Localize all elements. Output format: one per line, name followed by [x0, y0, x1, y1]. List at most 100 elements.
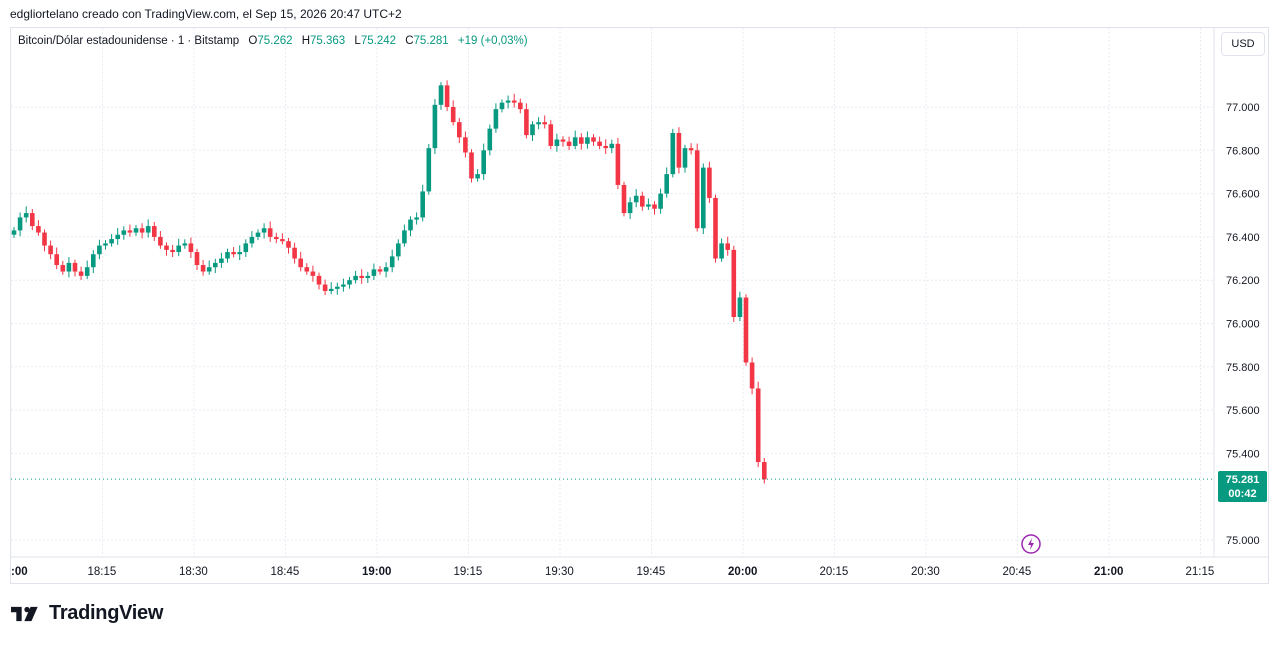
chart-caption: edgliortelano creado con TradingView.com…: [10, 7, 402, 21]
candle-body: [115, 234, 120, 240]
candle-body: [377, 269, 383, 272]
candle-body: [481, 150, 486, 175]
candle-body: [286, 241, 291, 248]
candle-body: [609, 143, 615, 149]
candle-body: [646, 204, 651, 207]
price-axis-label: 76.000: [1226, 319, 1260, 331]
candle-body: [103, 243, 108, 246]
candle-body: [261, 228, 267, 233]
low-value: 75.242: [360, 35, 397, 47]
close-label: C: [405, 35, 414, 47]
candle-body: [670, 132, 676, 175]
candle-body: [200, 265, 206, 272]
candle-body: [511, 100, 517, 103]
candle-body: [450, 107, 456, 123]
tradingview-wordmark: TradingView: [49, 602, 164, 624]
candle-body: [182, 243, 188, 246]
high-label: H: [301, 35, 311, 47]
high-value: 75.363: [310, 35, 346, 47]
lightning-glyph: [1028, 538, 1034, 550]
candle-body: [633, 195, 639, 203]
candle-body: [341, 284, 346, 287]
candle-body: [219, 258, 224, 263]
candle-body: [383, 267, 389, 272]
price-axis-label: 75.400: [1226, 448, 1260, 460]
candle-body: [572, 137, 578, 146]
candle-body: [298, 258, 303, 268]
candle-body: [267, 228, 273, 237]
open-label: O: [248, 35, 258, 47]
candle-body: [396, 243, 401, 257]
open-value: 75.262: [257, 35, 293, 47]
candle-body: [713, 197, 718, 259]
candle-body: [188, 243, 194, 253]
candle-body: [152, 226, 157, 237]
candle-body: [579, 137, 584, 144]
candle-body: [127, 230, 133, 233]
price-axis-label: 77.000: [1226, 102, 1260, 114]
last-price-tag: 75.281 00:42: [1218, 471, 1267, 502]
candle-body: [316, 275, 322, 285]
candle-body: [54, 254, 59, 266]
candle-body: [274, 236, 279, 240]
currency-button[interactable]: USD: [1221, 32, 1265, 56]
candle-body: [701, 167, 706, 229]
change-value: +19 (+0,03%): [457, 35, 528, 47]
candle-body: [566, 141, 572, 146]
candle-body: [536, 122, 541, 125]
candle-body: [213, 262, 218, 268]
candle-body: [322, 284, 328, 292]
candle-body: [414, 217, 419, 220]
time-axis-label: 18:30: [179, 566, 208, 578]
candle-body: [11, 230, 17, 235]
candle-body: [158, 236, 163, 246]
candle-body: [627, 202, 633, 214]
candle-body: [304, 267, 310, 272]
candle-body: [640, 195, 645, 207]
candle-body: [48, 245, 53, 255]
candle-body: [603, 145, 608, 149]
candle-body: [426, 148, 432, 192]
candle-body: [225, 252, 230, 259]
time-axis-label: 19:15: [454, 566, 483, 578]
time-axis-label: 20:45: [1003, 566, 1032, 578]
tradingview-logo[interactable]: TradingView: [11, 602, 163, 625]
candle-body: [591, 137, 596, 142]
candle-body: [17, 217, 23, 231]
time-axis-label: 19:30: [545, 566, 574, 578]
time-axis-label: 20:15: [820, 566, 849, 578]
tradingview-logo-icon: [11, 606, 38, 621]
candle-body: [91, 254, 96, 268]
candle-body: [255, 232, 261, 237]
candle-body: [463, 137, 468, 153]
candle-body: [731, 249, 737, 318]
candle-body: [359, 275, 364, 279]
candle-body: [743, 297, 749, 363]
candle-body: [524, 109, 529, 136]
symbol-legend: Bitcoin/Dólar estadounidense · 1 · Bitst…: [18, 35, 528, 47]
candle-body: [408, 219, 413, 231]
close-value: 75.281: [413, 35, 449, 47]
candle-body: [499, 102, 505, 110]
price-axis-label: 75.800: [1226, 362, 1260, 374]
price-axis-label: 75.600: [1226, 405, 1260, 417]
price-axis-label: 75.000: [1226, 535, 1260, 547]
candle-body: [475, 174, 480, 179]
low-label: L: [354, 35, 361, 47]
candle-body: [78, 271, 84, 276]
symbol-name[interactable]: Bitcoin/Dólar estadounidense · 1 · Bitst…: [18, 35, 240, 47]
candle-body: [170, 249, 175, 253]
time-axis-label: 19:00: [362, 566, 391, 578]
candle-body: [725, 243, 730, 250]
candle-body: [84, 267, 90, 276]
candle-body: [469, 152, 474, 179]
candle-body: [353, 275, 358, 281]
candle-body: [371, 269, 377, 276]
candle-body: [652, 204, 657, 209]
candle-body: [420, 191, 425, 218]
candle-body: [72, 262, 78, 272]
candle-body: [658, 193, 663, 209]
candle-body: [121, 230, 127, 235]
candle-body: [621, 184, 627, 214]
